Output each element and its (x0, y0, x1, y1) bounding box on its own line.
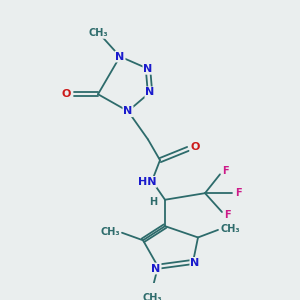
Text: CH₃: CH₃ (220, 224, 240, 234)
Text: N: N (152, 263, 160, 274)
Text: N: N (190, 258, 200, 268)
Text: N: N (116, 52, 124, 61)
Text: F: F (222, 167, 228, 176)
Text: CH₃: CH₃ (88, 28, 108, 38)
Text: O: O (61, 89, 71, 99)
Text: F: F (224, 210, 230, 220)
Text: N: N (146, 87, 154, 97)
Text: O: O (190, 142, 200, 152)
Text: HN: HN (138, 177, 156, 187)
Text: CH₃: CH₃ (142, 293, 162, 300)
Text: N: N (143, 64, 153, 74)
Text: N: N (123, 106, 133, 116)
Text: F: F (235, 188, 241, 198)
Text: CH₃: CH₃ (100, 227, 120, 237)
Text: H: H (149, 196, 157, 207)
